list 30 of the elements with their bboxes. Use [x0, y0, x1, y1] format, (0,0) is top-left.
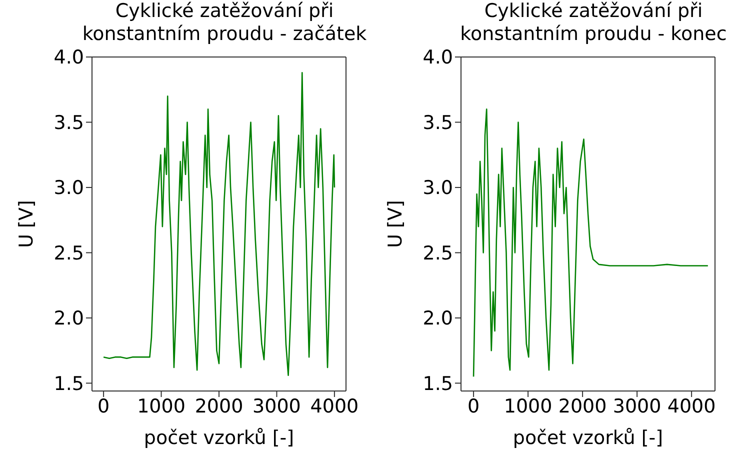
- line-series: [102, 72, 336, 376]
- y-tick-label: 4.0: [54, 46, 84, 69]
- y-tick-label: 3.5: [54, 112, 84, 134]
- y-tick-label: 3.0: [54, 177, 84, 200]
- chart-title: Cyklické zatěžování při konstantním proudu - začátek: [81, 0, 368, 45]
- y-tick-label: 4.0: [422, 46, 453, 69]
- x-tick-label: 3000: [252, 395, 301, 418]
- x-axis-title: počet vzorků [-]: [512, 427, 664, 449]
- x-tick-label: 2000: [194, 395, 244, 418]
- y-tick-label: 1.5: [54, 372, 84, 395]
- x-axis-title: počet vzorků [-]: [144, 427, 294, 449]
- y-axis-title: U [V]: [16, 200, 38, 248]
- y-tick-label: 2.0: [422, 308, 453, 330]
- x-tick-label: 4000: [310, 395, 359, 418]
- x-tick-label: 1000: [137, 395, 186, 418]
- y-tick-label: 2.5: [422, 242, 453, 264]
- x-tick-label: 2000: [558, 395, 607, 418]
- x-tick-label: 4000: [667, 395, 716, 418]
- x-tick-label: 0: [467, 395, 480, 418]
- line-series: [472, 108, 709, 378]
- x-tick-label: 3000: [612, 395, 662, 418]
- y-tick-label: 1.5: [422, 372, 453, 395]
- y-tick-label: 3.0: [422, 177, 453, 200]
- x-tick-label: 1000: [504, 395, 552, 418]
- y-axis-title: U [V]: [384, 200, 407, 248]
- y-tick-label: 2.0: [54, 308, 84, 330]
- y-tick-label: 3.5: [422, 112, 453, 134]
- x-tick-label: 0: [98, 395, 110, 418]
- chart-title: Cyklické zatěžování při konstantním proudu - konec: [459, 0, 728, 45]
- y-tick-label: 2.5: [54, 242, 84, 264]
